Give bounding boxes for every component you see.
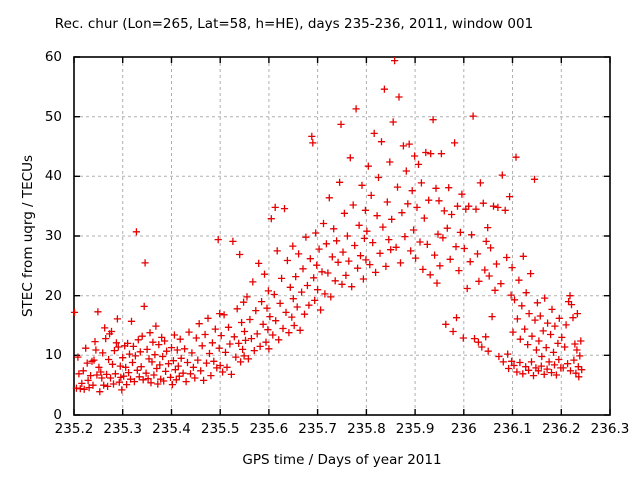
x-tick-label: 236.3 <box>590 421 630 437</box>
data-point-markers <box>70 57 586 396</box>
x-tick-label: 235.3 <box>103 421 143 437</box>
x-axis-label: GPS time / Days of year 2011 <box>242 452 442 468</box>
y-tick-label: 50 <box>44 108 62 125</box>
y-tick-label: 60 <box>44 49 62 65</box>
x-tick-label: 235.9 <box>395 421 435 437</box>
x-tick-label: 236.1 <box>493 421 532 437</box>
y-tick-label: 10 <box>44 347 62 364</box>
x-tick-label: 235.4 <box>152 421 191 437</box>
y-tick-label: 0 <box>53 407 62 423</box>
y-tick-label: 40 <box>44 168 62 185</box>
gridlines <box>74 57 610 415</box>
x-tick-label: 235.2 <box>54 421 94 437</box>
x-tick-label: 236 <box>450 421 477 437</box>
x-tick-label: 235.6 <box>249 421 289 437</box>
y-tick-label: 20 <box>44 287 62 304</box>
x-tick-label: 235.7 <box>298 421 337 437</box>
plot-border <box>73 56 611 416</box>
y-tick-label: 30 <box>44 228 62 244</box>
x-tick-label: 235.8 <box>347 421 386 437</box>
x-tick-label: 236.2 <box>541 421 581 437</box>
x-tick-label: 235.5 <box>200 421 240 437</box>
chart-title: Rec. chur (Lon=265, Lat=58, h=HE), days … <box>54 16 534 32</box>
